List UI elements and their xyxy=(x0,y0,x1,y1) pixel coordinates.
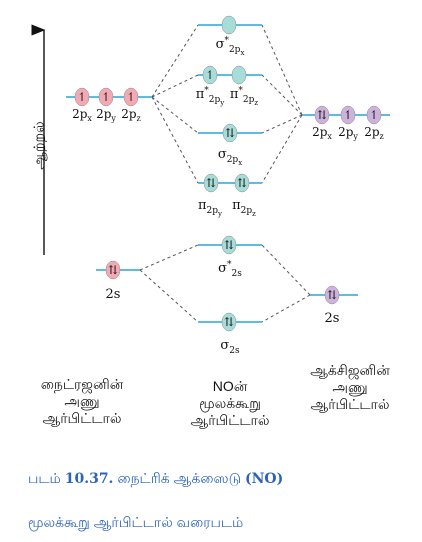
molecule-title: NOன் மூலக்கூறு ஆர்பிட்டால் xyxy=(190,378,270,428)
nitrogen-2py-label: 2py xyxy=(96,107,116,123)
nitrogen-2s-correlation-line xyxy=(139,269,199,323)
nitrogen-2pz-orbital xyxy=(123,87,139,107)
sigma-star-2s-orbital-electrons: ⇅ xyxy=(224,238,234,252)
nitrogen-2px-label: 2px xyxy=(72,107,92,123)
energy-levels: ↿ ↿ ↿ ⇅ ↿ ↿ ⇅ ⇅ ↿ ⇅ ⇅ ⇅ ⇅ ⇅ xyxy=(66,15,390,332)
oxygen-2s-orbital-electrons: ⇅ xyxy=(327,288,337,302)
nitrogen-2px-orbital-electrons: ↿ xyxy=(77,90,87,104)
oxygen-2py-orbital xyxy=(340,105,356,125)
oxygen-title: ஆக்சிஜனின் அணு ஆர்பிட்டால் xyxy=(310,362,390,412)
oxygen-2pz-orbital xyxy=(366,105,382,125)
sigma-2px-label: σ2px xyxy=(218,147,242,167)
pi-2py-orbital xyxy=(203,173,219,193)
nitrogen-2pz-label: 2pz xyxy=(121,107,141,123)
pi-2py-label: π2py xyxy=(198,198,222,218)
oxygen-2p-correlation-line xyxy=(261,114,303,184)
oxygen-2s-label: 2s xyxy=(325,311,340,326)
pi-star-2py-orbital-electrons: ↿ xyxy=(205,68,215,82)
oxygen-2s-correlation-line xyxy=(261,294,311,323)
nitrogen-2py-orbital-electrons: ↿ xyxy=(101,90,111,104)
nitrogen-2s-correlation-line xyxy=(139,244,199,271)
oxygen-2p-correlation-line xyxy=(261,114,303,134)
figure-caption: படம் 10.37. நைட்ரிக் ஆக்ஸைடு (NO) xyxy=(28,470,284,487)
sigma-star-2s-orbital xyxy=(221,235,237,255)
pi-star-2py-orbital xyxy=(202,65,218,85)
nitrogen-2px-orbital xyxy=(74,87,90,107)
nitrogen-2p-correlation-line xyxy=(151,96,199,184)
pi-2pz-orbital xyxy=(234,173,250,193)
nitrogen-2s-orbital xyxy=(105,260,121,280)
sigma-2px-orbital xyxy=(222,123,238,143)
nitrogen-2p-correlation-line xyxy=(151,96,199,134)
oxygen-2px-orbital xyxy=(314,105,330,125)
sigma-star-2s-label: σ*2s xyxy=(218,260,242,279)
sigma-2s-orbital xyxy=(221,312,237,332)
nitrogen-2s-label: 2s xyxy=(106,287,121,302)
oxygen-2pz-orbital-electrons: ↿ xyxy=(369,108,379,122)
nitrogen-title: நைட்ரஜனின் அணு ஆர்பிட்டால் xyxy=(40,376,124,426)
oxygen-2p-correlation-line xyxy=(261,24,303,116)
oxygen-2pz-label: 2pz xyxy=(364,125,384,141)
sigma-2s-orbital-electrons: ⇅ xyxy=(224,315,234,329)
sigma-2s-label: σ2s xyxy=(220,338,240,356)
nitrogen-2p-correlation-line xyxy=(151,24,199,98)
oxygen-2py-orbital-electrons: ↿ xyxy=(343,108,353,122)
oxygen-2s-orbital xyxy=(324,285,340,305)
pi-star-2pz-orbital xyxy=(231,65,247,85)
pi-2pz-orbital-electrons: ⇅ xyxy=(237,176,247,190)
nitrogen-2pz-orbital-electrons: ↿ xyxy=(126,90,136,104)
nitrogen-2p-correlation-line xyxy=(151,74,199,98)
figure-caption-line2: மூலக்கூறு ஆர்பிட்டால் வரைபடம் xyxy=(28,514,244,530)
nitrogen-2s-orbital-electrons: ⇅ xyxy=(108,263,118,277)
pi-star-2py-label: π*2py xyxy=(196,86,225,107)
pi-2pz-label: π2pz xyxy=(232,198,256,218)
nitrogen-2py-orbital xyxy=(98,87,114,107)
pi-star-2pz-label: π*2pz xyxy=(230,86,259,107)
oxygen-2px-orbital-electrons: ⇅ xyxy=(317,108,327,122)
oxygen-2px-label: 2px xyxy=(312,125,332,141)
sigma-2px-orbital-electrons: ⇅ xyxy=(225,126,235,140)
oxygen-2s-correlation-line xyxy=(261,244,311,296)
oxygen-2py-label: 2py xyxy=(338,125,358,141)
correlation-lines xyxy=(139,24,311,323)
pi-2py-orbital-electrons: ⇅ xyxy=(206,176,216,190)
energy-axis-label: ஆற்றல் xyxy=(30,121,47,170)
oxygen-2p-correlation-line xyxy=(261,74,303,116)
sigma-star-2px-orbital xyxy=(221,15,237,35)
sigma-star-2px-label: σ*2px xyxy=(216,36,245,57)
